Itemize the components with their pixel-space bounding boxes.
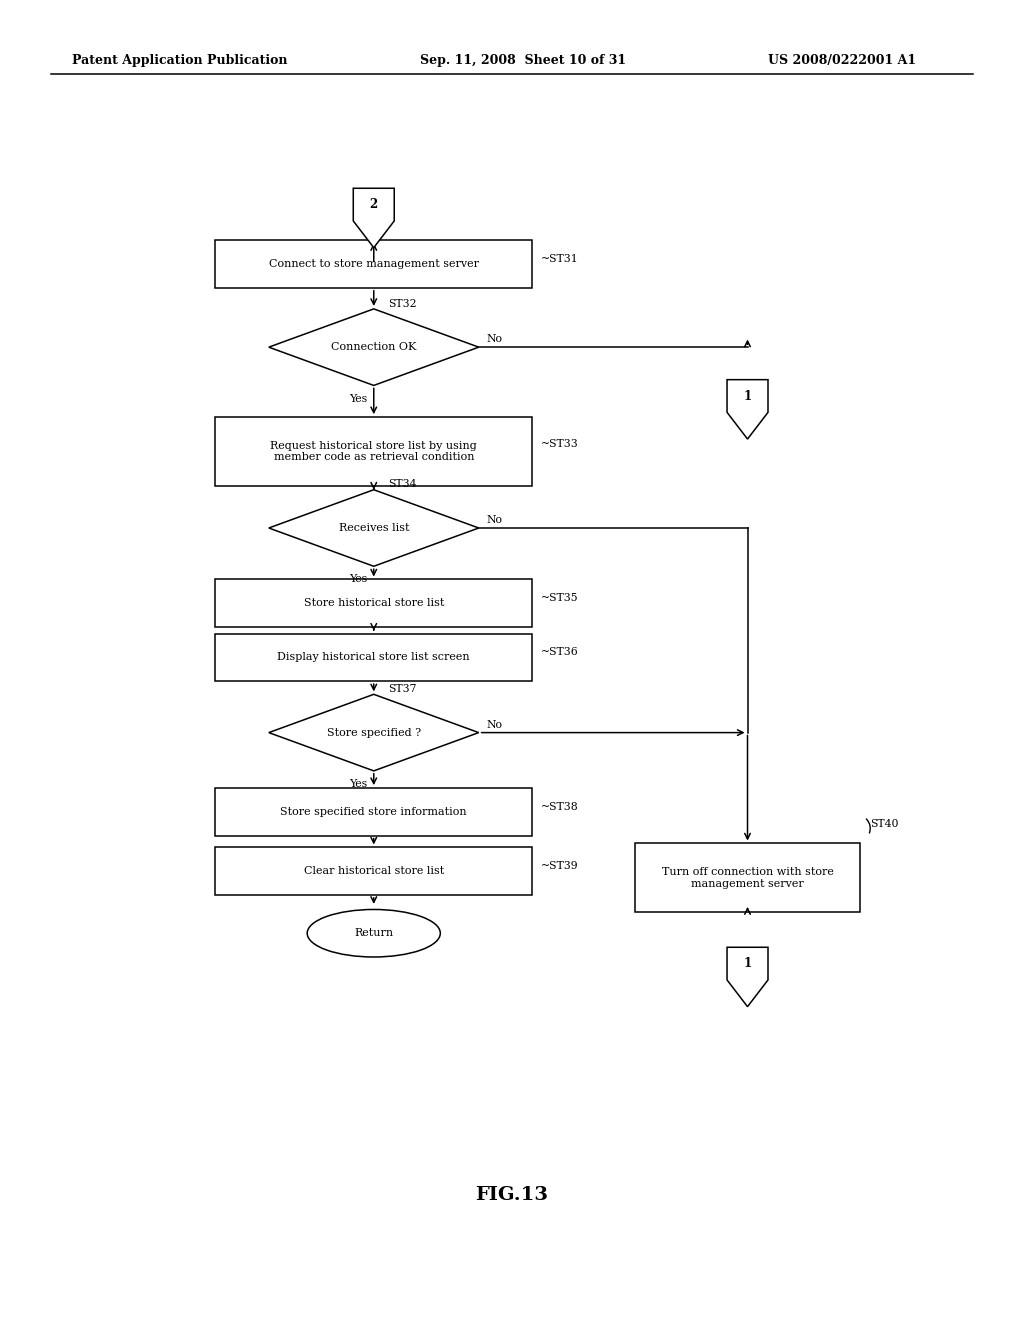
Text: Store historical store list: Store historical store list [303, 598, 444, 609]
Text: ST37: ST37 [388, 684, 417, 694]
Polygon shape [353, 189, 394, 248]
Text: Clear historical store list: Clear historical store list [304, 866, 443, 876]
Text: Connect to store management server: Connect to store management server [268, 259, 479, 269]
Text: Sep. 11, 2008  Sheet 10 of 31: Sep. 11, 2008 Sheet 10 of 31 [420, 54, 626, 67]
Text: Connection OK: Connection OK [331, 342, 417, 352]
Text: 1: 1 [743, 957, 752, 970]
Polygon shape [268, 694, 478, 771]
Text: No: No [487, 719, 503, 730]
Polygon shape [727, 380, 768, 440]
Text: Yes: Yes [349, 393, 368, 404]
FancyBboxPatch shape [215, 417, 532, 486]
FancyBboxPatch shape [215, 240, 532, 288]
Text: Store specified ?: Store specified ? [327, 727, 421, 738]
Ellipse shape [307, 909, 440, 957]
Text: ~ST39: ~ST39 [541, 861, 579, 871]
Text: 2: 2 [370, 198, 378, 211]
Text: ST34: ST34 [388, 479, 417, 490]
Text: Yes: Yes [349, 779, 368, 789]
Text: 1: 1 [743, 389, 752, 403]
FancyBboxPatch shape [215, 634, 532, 681]
Text: ~ST33: ~ST33 [541, 438, 579, 449]
Polygon shape [268, 309, 478, 385]
Text: Patent Application Publication: Patent Application Publication [72, 54, 287, 67]
Text: ~ST35: ~ST35 [541, 593, 579, 603]
Text: FIG.13: FIG.13 [475, 1185, 549, 1204]
Text: Display historical store list screen: Display historical store list screen [278, 652, 470, 663]
Polygon shape [268, 490, 478, 566]
Text: ~ST38: ~ST38 [541, 801, 579, 812]
Text: Yes: Yes [349, 574, 368, 585]
Text: Request historical store list by using
member code as retrieval condition: Request historical store list by using m… [270, 441, 477, 462]
Text: Store specified store information: Store specified store information [281, 807, 467, 817]
Text: No: No [487, 515, 503, 525]
Text: Turn off connection with store
management server: Turn off connection with store managemen… [662, 867, 834, 888]
Text: ST32: ST32 [388, 298, 417, 309]
Text: ~ST31: ~ST31 [541, 253, 579, 264]
Text: ~ST36: ~ST36 [541, 647, 579, 657]
FancyBboxPatch shape [215, 579, 532, 627]
Text: ST40: ST40 [870, 818, 899, 829]
Text: Return: Return [354, 928, 393, 939]
FancyBboxPatch shape [215, 847, 532, 895]
FancyBboxPatch shape [215, 788, 532, 836]
Text: No: No [487, 334, 503, 345]
Text: US 2008/0222001 A1: US 2008/0222001 A1 [768, 54, 916, 67]
Polygon shape [727, 948, 768, 1007]
Text: Receives list: Receives list [339, 523, 409, 533]
FancyBboxPatch shape [635, 843, 860, 912]
